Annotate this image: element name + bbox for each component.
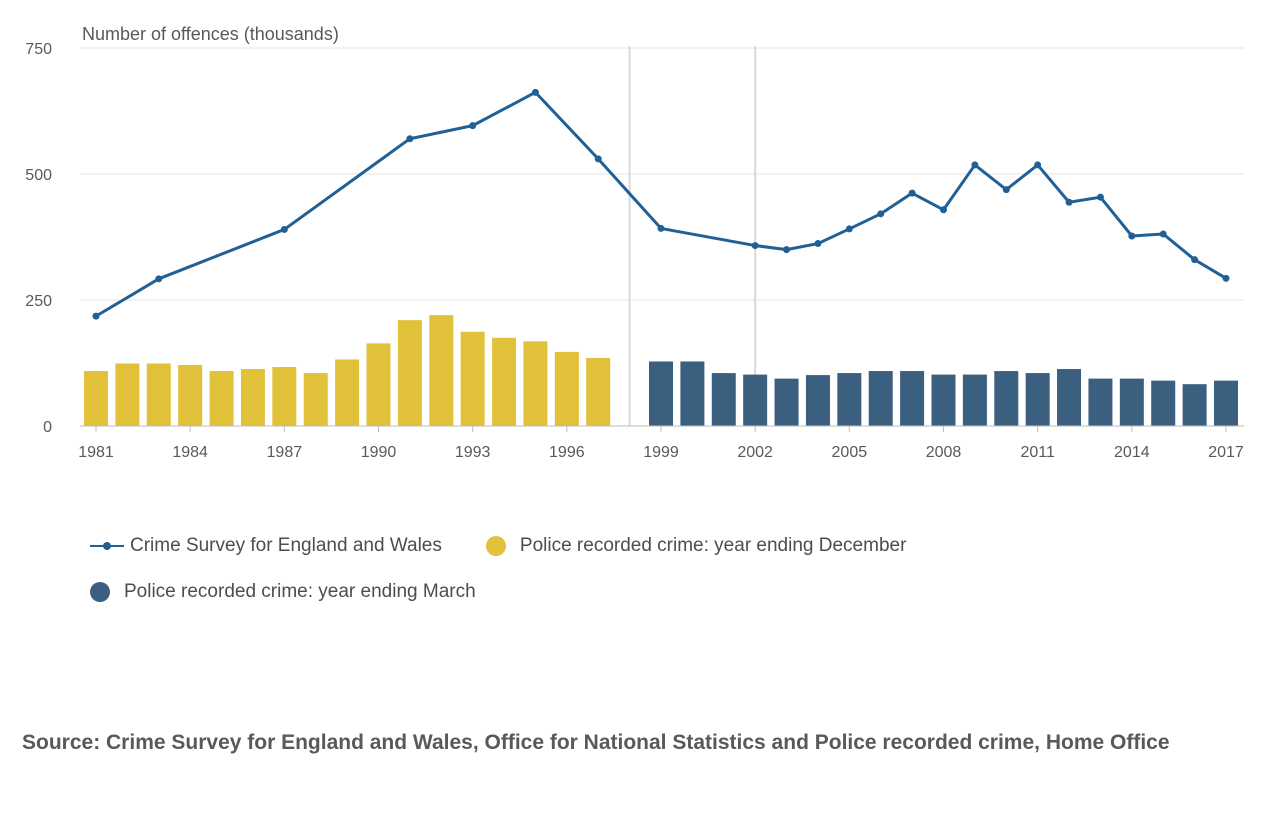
x-tick-label: 1993	[455, 444, 491, 461]
legend-label-december: Police recorded crime: year ending Decem…	[519, 535, 907, 556]
survey-point-2016	[1191, 256, 1199, 264]
survey-point-2002	[751, 242, 759, 250]
bar-1984-december	[178, 365, 203, 426]
source-note: Source: Crime Survey for England and Wal…	[22, 731, 1170, 754]
legend: Crime Survey for England and Wales Polic…	[90, 528, 1190, 620]
bar-2007-march	[900, 371, 925, 426]
x-tick-label: 2005	[832, 444, 868, 461]
bar-2010-march	[994, 371, 1019, 426]
survey-point-2003	[783, 246, 791, 254]
bar-2017-march	[1214, 380, 1238, 426]
chart: 0 250 500 750 1981 1984 1987 1990 1993 1996 1999 20…	[25, 24, 1244, 461]
bar-2006-march	[868, 371, 893, 426]
bar-1990-december	[366, 343, 391, 426]
x-tick-label: 1999	[643, 444, 679, 461]
x-tick-label: 2002	[737, 444, 773, 461]
y-tick-label: 250	[25, 293, 52, 310]
bar-1985-december	[209, 371, 234, 426]
y-tick-label: 0	[43, 419, 52, 436]
survey-point-2009	[971, 161, 979, 169]
survey-point-2006	[877, 210, 885, 218]
bar-1992-december	[429, 315, 454, 426]
survey-point-2013	[1096, 193, 1104, 201]
bar-2013-march	[1088, 378, 1113, 426]
bar-2009-march	[962, 374, 987, 426]
x-tick-label: 1984	[172, 444, 208, 461]
survey-line	[95, 90, 1227, 318]
bar-2015-march	[1151, 380, 1176, 426]
survey-point-1997	[594, 155, 602, 163]
survey-point-2004	[814, 240, 822, 248]
bar-2008-march	[931, 374, 956, 426]
axis-layer: 0 250 500 750 1981 1984 1987 1990 1993 1996 1999 20…	[25, 41, 1244, 461]
bar-1987-december	[272, 367, 297, 426]
survey-point-2011	[1034, 161, 1042, 169]
line-layer	[92, 88, 1230, 320]
bar-1989-december	[335, 359, 360, 426]
y-tick-label: 500	[25, 167, 52, 184]
bar-2014-march	[1119, 378, 1144, 426]
x-tick-label: 2017	[1208, 444, 1244, 461]
bar-2011-march	[1025, 373, 1050, 426]
x-tick-label: 2008	[926, 444, 962, 461]
survey-point-2012	[1065, 198, 1073, 206]
bar-1983-december	[146, 363, 171, 426]
legend-label-march: Police recorded crime: year ending March	[124, 581, 476, 602]
bar-1988-december	[303, 373, 328, 426]
bar-layer	[84, 315, 1238, 426]
survey-point-2014	[1128, 232, 1136, 240]
survey-point-1987	[280, 225, 288, 233]
survey-point-2005	[845, 225, 853, 233]
bar-1995-december	[523, 341, 548, 426]
survey-point-1993	[469, 122, 477, 130]
bar-1982-december	[115, 363, 140, 426]
bar-2012-march	[1057, 369, 1082, 426]
legend-item-survey[interactable]: Crime Survey for England and Wales	[90, 535, 442, 557]
bar-1999-march	[649, 361, 673, 426]
bar-1981-december	[84, 371, 108, 426]
line-marker-icon	[90, 540, 124, 552]
y-axis-title: Number of offences (thousands)	[82, 24, 339, 44]
x-tick-label: 2014	[1114, 444, 1150, 461]
grid-layer	[80, 47, 1244, 301]
bar-2002-march	[743, 374, 768, 426]
legend-item-december[interactable]: Police recorded crime: year ending Decem…	[485, 535, 907, 557]
survey-point-1991	[406, 135, 414, 143]
survey-point-1999	[657, 224, 665, 232]
bar-1994-december	[492, 337, 517, 426]
bar-1991-december	[397, 320, 422, 426]
bar-2005-march	[837, 373, 862, 426]
bar-2001-march	[711, 373, 736, 426]
y-tick-label: 750	[25, 41, 52, 58]
divider-layer	[628, 46, 757, 426]
x-tick-label: 1990	[361, 444, 397, 461]
x-tick-label: 1996	[549, 444, 585, 461]
x-tick-label: 1987	[267, 444, 303, 461]
bar-2004-march	[805, 375, 830, 426]
bar-1986-december	[240, 369, 265, 426]
bar-2003-march	[774, 378, 799, 426]
survey-point-2015	[1159, 230, 1167, 238]
bar-2016-march	[1182, 384, 1207, 426]
legend-item-march[interactable]: Police recorded crime: year ending March	[90, 581, 476, 603]
legend-label-survey: Crime Survey for England and Wales	[130, 535, 442, 556]
bar-2000-march	[680, 361, 705, 426]
survey-point-2017	[1222, 274, 1230, 282]
survey-point-1983	[155, 275, 163, 283]
yellow-dot-icon	[485, 536, 506, 556]
x-tick-label: 2011	[1020, 444, 1055, 461]
survey-point-1995	[531, 88, 539, 96]
survey-point-2008	[940, 206, 947, 214]
survey-point-2007	[908, 189, 916, 197]
survey-point-2010	[1002, 186, 1010, 194]
survey-point-1981	[92, 312, 100, 320]
x-tick-label: 1981	[78, 444, 114, 461]
bar-1996-december	[554, 351, 579, 426]
bar-1997-december	[586, 357, 611, 426]
navy-dot-icon	[90, 582, 110, 602]
bar-1993-december	[460, 331, 485, 426]
